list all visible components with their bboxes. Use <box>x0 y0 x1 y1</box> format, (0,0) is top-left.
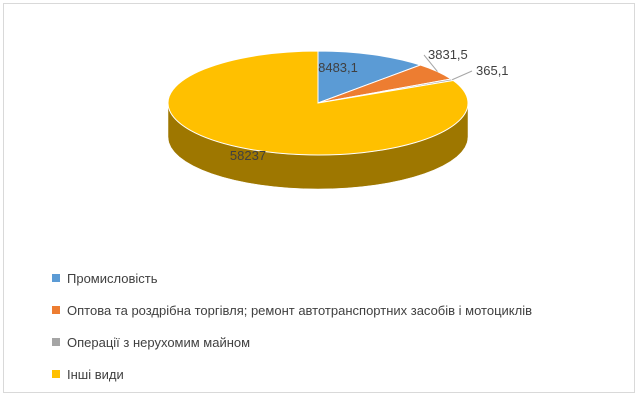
legend-swatch-real-estate <box>52 338 60 346</box>
legend-swatch-trade <box>52 306 60 314</box>
leader-line-real-estate <box>451 70 473 81</box>
legend-item-other: Інші види <box>52 358 532 390</box>
leader-line-trade <box>423 54 438 72</box>
legend-item-industry: Промисловість <box>52 262 532 294</box>
data-label-other: 58237 <box>230 148 266 163</box>
legend-label-industry: Промисловість <box>67 270 158 286</box>
legend-item-trade: Оптова та роздрібна торгівля; ремонт авт… <box>52 294 532 326</box>
legend-swatch-industry <box>52 274 60 282</box>
legend-label-other: Інші види <box>67 366 124 382</box>
chart-legend: Промисловість Оптова та роздрібна торгів… <box>52 262 532 390</box>
pie-slice-other <box>167 50 469 156</box>
pie-slice-industry <box>317 50 422 104</box>
legend-swatch-other <box>52 370 60 378</box>
legend-item-real-estate: Операції з нерухомим майном <box>52 326 532 358</box>
legend-label-real-estate: Операції з нерухомим майном <box>67 334 251 350</box>
data-label-trade: 3831,5 <box>428 47 468 62</box>
data-label-industry: 8483,1 <box>318 60 358 75</box>
legend-label-trade: Оптова та роздрібна торгівля; ремонт авт… <box>67 302 533 318</box>
data-label-real-estate: 365,1 <box>476 63 509 78</box>
